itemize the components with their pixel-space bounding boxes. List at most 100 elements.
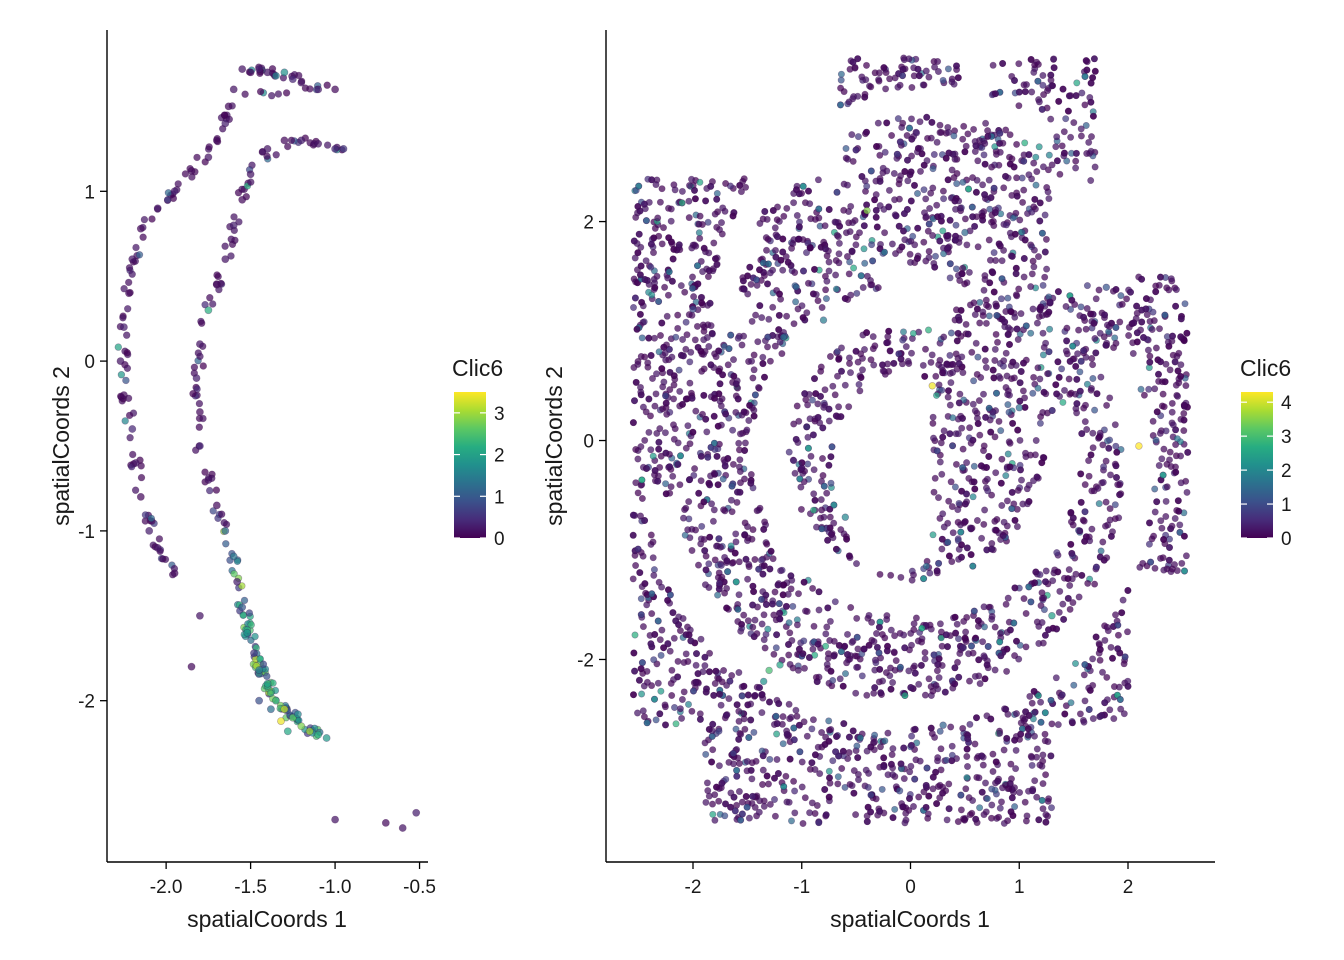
- right-point: [637, 443, 645, 451]
- right-point: [981, 160, 989, 168]
- left-point: [263, 68, 272, 77]
- right-point: [1004, 594, 1012, 602]
- right-point: [1107, 471, 1115, 479]
- right-point: [816, 514, 824, 522]
- right-point: [744, 691, 752, 699]
- right-point: [971, 672, 979, 680]
- y-tick-label: -2: [577, 650, 594, 671]
- right-point: [935, 559, 943, 567]
- right-point: [761, 208, 769, 216]
- right-point: [1035, 816, 1043, 824]
- right-point: [777, 256, 785, 264]
- right-point: [950, 174, 958, 182]
- right-point: [728, 482, 736, 490]
- right-point: [689, 305, 697, 313]
- right-point: [785, 798, 793, 806]
- right-point: [735, 787, 743, 795]
- right-point: [939, 789, 947, 797]
- left-point: [196, 352, 204, 361]
- right-point: [691, 465, 699, 473]
- right-point: [1036, 419, 1044, 427]
- left-point: [412, 808, 421, 817]
- right-point: [850, 264, 858, 272]
- right-point: [1089, 444, 1097, 452]
- left-point: [323, 141, 332, 149]
- right-point: [641, 275, 649, 283]
- right-point: [1047, 696, 1055, 704]
- left-point: [122, 376, 130, 385]
- right-point: [833, 188, 841, 196]
- right-point: [869, 333, 877, 341]
- right-point: [835, 250, 843, 258]
- right-point: [1112, 611, 1120, 619]
- right-point: [952, 62, 960, 70]
- right-point: [974, 243, 982, 251]
- right-point: [679, 335, 687, 343]
- right-point: [1177, 361, 1185, 369]
- right-point: [697, 477, 705, 485]
- right-point: [872, 213, 880, 221]
- right-point: [993, 311, 1001, 319]
- right-point: [1145, 540, 1153, 548]
- right-point: [1058, 691, 1066, 699]
- right-point: [674, 324, 682, 332]
- right-point: [969, 493, 977, 501]
- right-point: [913, 129, 921, 137]
- x-tick-label: 0: [905, 877, 916, 898]
- right-point: [821, 386, 829, 394]
- left-point: [221, 527, 230, 535]
- right-point: [945, 128, 953, 136]
- right-point: [957, 791, 965, 799]
- right-point: [629, 691, 637, 699]
- right-point: [736, 467, 744, 475]
- right-point: [747, 479, 755, 487]
- right-point: [1021, 394, 1029, 402]
- left-point: [212, 280, 221, 289]
- right-point: [702, 197, 710, 205]
- right-point: [701, 653, 709, 661]
- left-point: [181, 170, 190, 178]
- right-point: [901, 819, 909, 827]
- right-point: [794, 666, 802, 674]
- left-point: [251, 632, 259, 641]
- right-point: [779, 591, 787, 599]
- right-point: [1176, 521, 1184, 529]
- right-point: [1062, 347, 1070, 355]
- right-point: [682, 631, 690, 639]
- right-point: [738, 798, 746, 806]
- right-point: [741, 446, 749, 454]
- right-point: [682, 650, 690, 658]
- right-point: [782, 602, 790, 610]
- right-point: [688, 273, 696, 281]
- left-point: [271, 696, 280, 705]
- right-point: [790, 420, 798, 428]
- right-point: [650, 566, 658, 574]
- right-point: [897, 573, 905, 581]
- right-point: [827, 453, 835, 461]
- right-point: [1008, 488, 1016, 496]
- right-point: [695, 489, 703, 497]
- right-point: [860, 245, 868, 253]
- right-point: [958, 424, 966, 432]
- right-point: [656, 331, 664, 339]
- right-point: [810, 466, 818, 474]
- right-point: [1103, 401, 1111, 409]
- right-point: [990, 184, 998, 192]
- right-point: [825, 737, 833, 745]
- right-point: [1028, 761, 1036, 769]
- left-point: [263, 152, 271, 160]
- right-point: [671, 186, 679, 194]
- left-point: [277, 717, 285, 725]
- right-point: [834, 780, 842, 788]
- right-point: [953, 180, 961, 188]
- right-point: [854, 754, 862, 762]
- left-point: [129, 450, 137, 459]
- right-point: [1120, 660, 1128, 668]
- left-point: [271, 71, 280, 80]
- right-point: [916, 118, 924, 126]
- right-point: [1004, 331, 1012, 339]
- right-point: [1090, 55, 1098, 63]
- right-point: [694, 561, 702, 569]
- right-point: [882, 669, 890, 677]
- right-point: [1158, 455, 1166, 463]
